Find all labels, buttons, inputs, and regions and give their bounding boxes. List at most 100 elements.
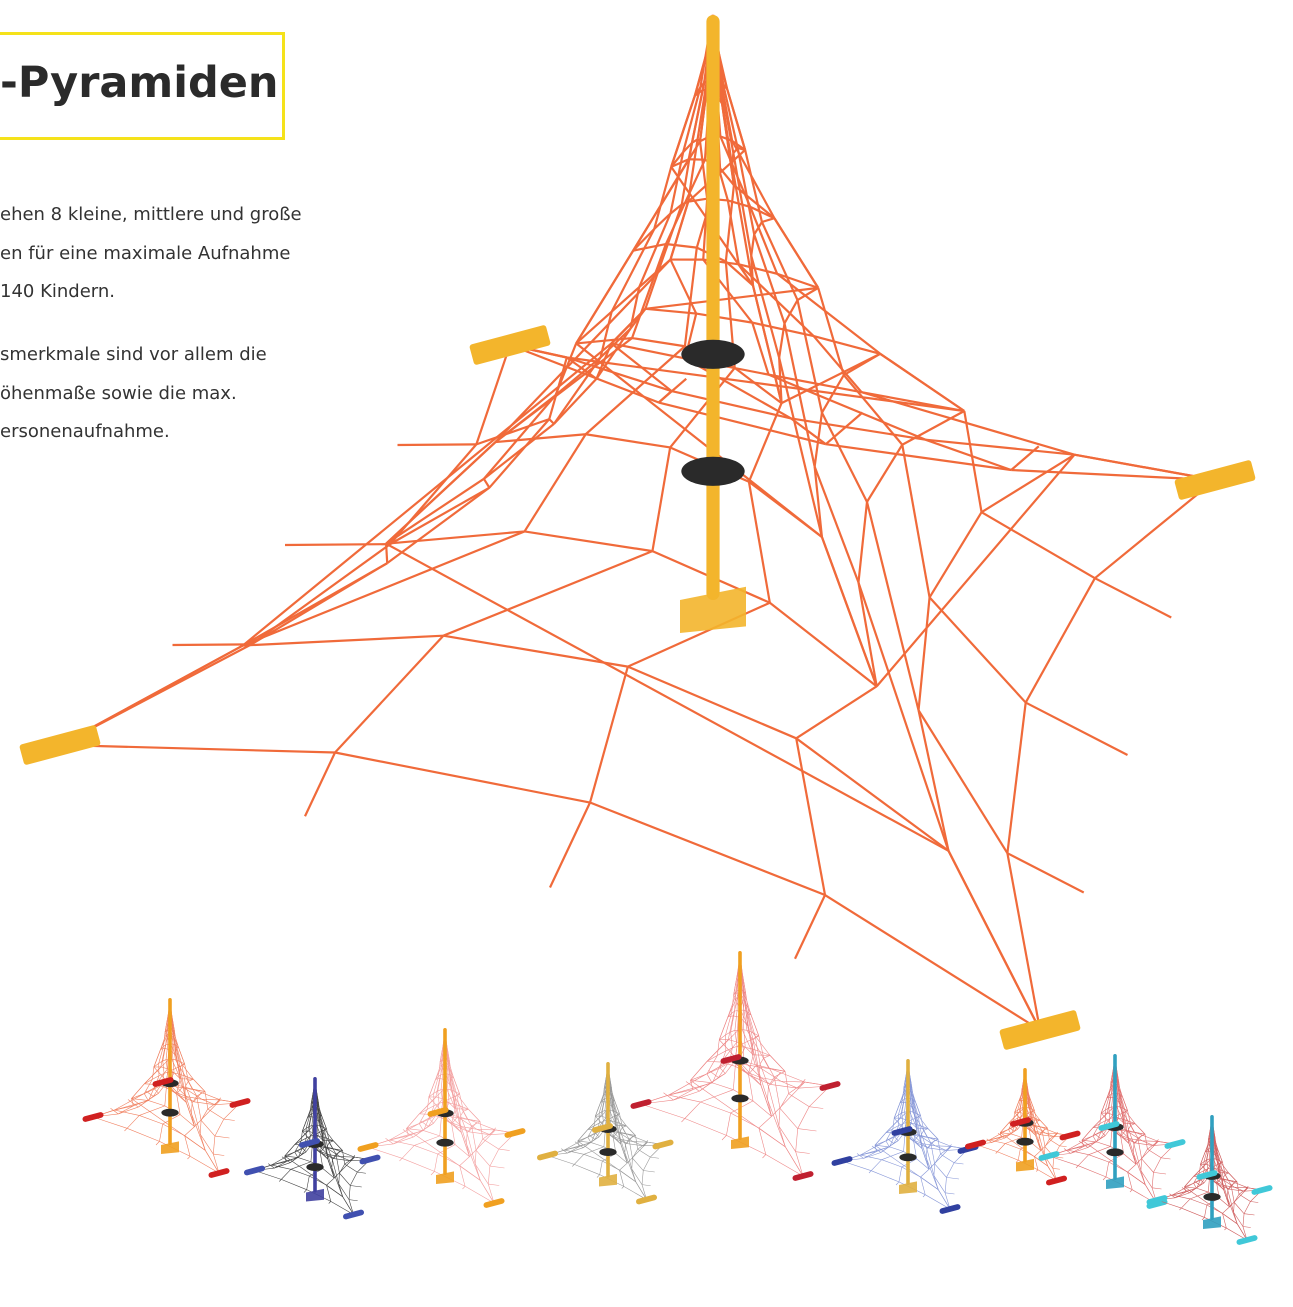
rope: [620, 1163, 628, 1170]
rope: [877, 455, 1075, 687]
rope: [490, 1149, 499, 1166]
rope: [332, 1160, 333, 1168]
rope: [1112, 1094, 1113, 1107]
rope: [717, 1040, 719, 1056]
rope: [633, 1142, 648, 1143]
rope: [1153, 1172, 1166, 1174]
mast: [1210, 1115, 1214, 1220]
rope: [733, 1066, 735, 1089]
base-plate: [680, 587, 746, 633]
rope: [760, 1058, 764, 1064]
rope: [590, 667, 628, 803]
platform: [1016, 1138, 1033, 1146]
rope: [1036, 1170, 1038, 1172]
rope: [156, 1141, 159, 1145]
rope: [893, 1118, 894, 1128]
rope: [188, 1156, 191, 1159]
rope: [461, 1111, 464, 1116]
rope: [1133, 1153, 1145, 1185]
platform: [306, 1163, 323, 1171]
rope: [1205, 1164, 1210, 1165]
rope: [434, 1154, 437, 1171]
rope: [779, 1126, 796, 1152]
rope: [1199, 1164, 1200, 1173]
platform: [731, 1094, 748, 1102]
rope: [476, 1150, 490, 1166]
rope: [768, 1086, 769, 1099]
rope: [191, 1103, 192, 1113]
rope: [427, 1097, 428, 1109]
rope: [349, 1200, 358, 1201]
rope: [1097, 1142, 1111, 1147]
rope: [772, 1082, 805, 1116]
rope: [182, 1064, 185, 1065]
anchor: [1251, 1184, 1273, 1195]
rope: [919, 710, 1008, 853]
rope: [904, 1136, 905, 1152]
rope: [152, 1067, 153, 1079]
rope: [424, 1131, 440, 1136]
rope: [251, 563, 387, 644]
rope: [1227, 1197, 1237, 1223]
rope: [213, 1136, 215, 1154]
paragraph: ehen 8 kleine, mittlere und große en für…: [0, 196, 302, 312]
anchor: [243, 1165, 265, 1176]
rope: [900, 1118, 906, 1120]
rope: [763, 1155, 766, 1158]
rope: [191, 1113, 205, 1150]
rope: [1222, 1207, 1229, 1213]
rope: [731, 1030, 735, 1032]
rope: [1204, 1205, 1206, 1217]
rope: [1223, 1174, 1225, 1177]
rope: [632, 1158, 643, 1170]
platform: [681, 340, 744, 369]
rope: [335, 636, 443, 753]
rope: [899, 1167, 902, 1182]
anchor: [536, 1150, 558, 1161]
rope: [1130, 1190, 1132, 1192]
rope: [921, 1169, 929, 1177]
rope: [728, 1040, 737, 1042]
rope: [386, 531, 524, 543]
rope: [402, 1145, 414, 1158]
rope: [414, 1145, 437, 1154]
rope: [483, 1139, 499, 1149]
rope: [301, 1131, 302, 1141]
rope: [525, 434, 586, 531]
rope: [954, 1163, 963, 1164]
rope: [431, 1171, 434, 1175]
rope: [707, 1061, 721, 1062]
rope: [298, 1158, 311, 1162]
rope: [625, 1145, 626, 1153]
rope: [1180, 1208, 1182, 1210]
rope: [93, 1117, 127, 1128]
rope: [726, 1113, 730, 1135]
rope: [796, 738, 825, 895]
rope: [1142, 1141, 1158, 1142]
rope: [997, 1144, 1005, 1152]
rope: [281, 1179, 306, 1189]
rope: [1181, 1199, 1190, 1208]
rope: [641, 1104, 685, 1119]
rope: [629, 1139, 632, 1158]
rope: [146, 1091, 154, 1097]
rope: [742, 1030, 747, 1031]
rope: [781, 1081, 805, 1082]
mast: [906, 1059, 910, 1185]
rope: [1231, 1185, 1234, 1202]
anchor: [819, 1080, 841, 1091]
rope: [791, 418, 925, 439]
anchor: [1174, 460, 1256, 501]
rope: [398, 444, 477, 445]
rope: [436, 1097, 443, 1099]
rope: [938, 1190, 950, 1209]
rope: [605, 1098, 606, 1110]
rope: [295, 1152, 298, 1157]
rope: [997, 1152, 1018, 1160]
mast: [606, 1062, 610, 1178]
rope: [1100, 1113, 1101, 1123]
rope: [774, 1077, 780, 1108]
rope: [858, 582, 948, 850]
rope: [1035, 1129, 1039, 1142]
rope: [499, 1149, 510, 1150]
